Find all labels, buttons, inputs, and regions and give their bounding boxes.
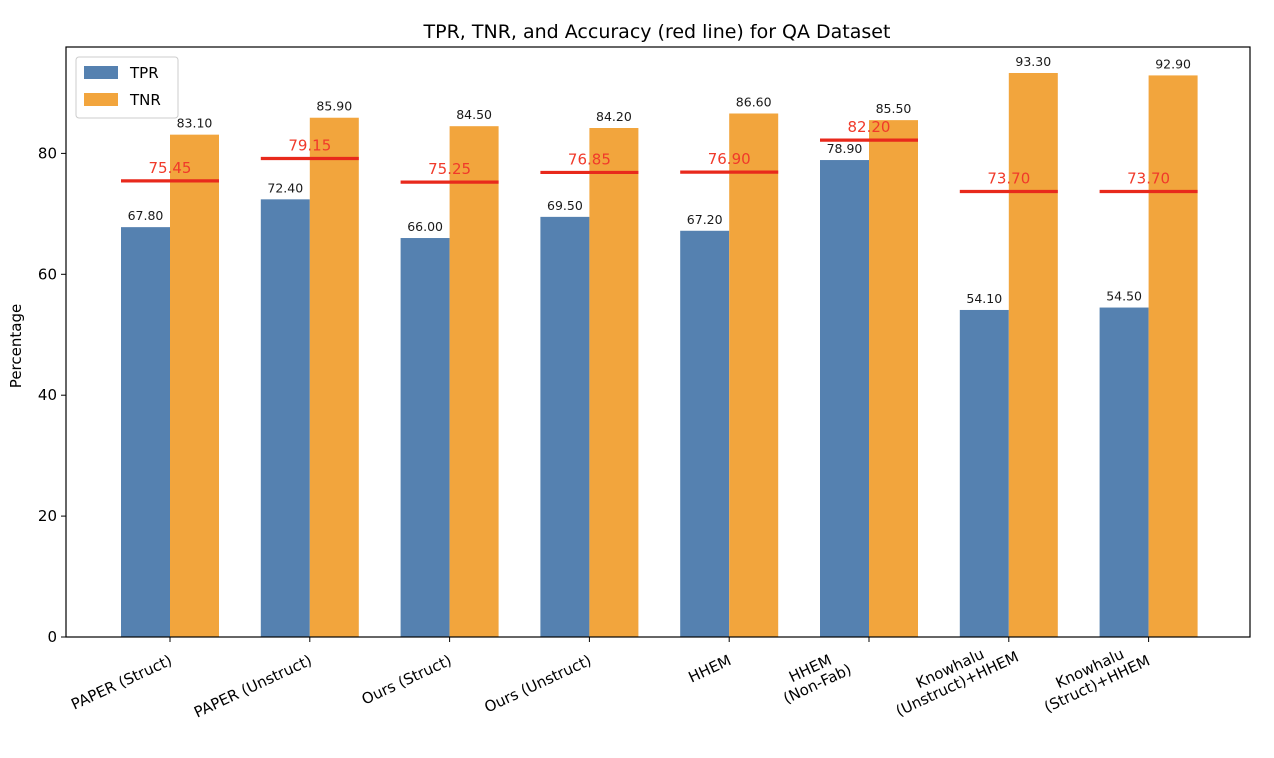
tnr-bar: [1008, 72, 1058, 638]
tpr-bar: [400, 238, 450, 637]
y-tick-label: 40: [38, 386, 57, 404]
tnr-value-label: 84.20: [596, 109, 632, 124]
legend-label: TPR: [129, 64, 159, 82]
tpr-bar: [121, 227, 170, 638]
tnr-value-label: 85.50: [876, 101, 912, 116]
x-tick-label: PAPER (Struct): [68, 651, 174, 713]
tpr-bar: [680, 230, 730, 637]
tpr-value-label: 54.10: [966, 291, 1002, 306]
tnr-value-label: 85.90: [316, 99, 352, 114]
accuracy-value-label: 73.70: [987, 169, 1030, 187]
tpr-value-label: 67.20: [687, 212, 723, 227]
tnr-value-label: 83.10: [177, 116, 213, 131]
tnr-value-label: 86.60: [736, 94, 772, 109]
tnr-value-label: 84.50: [456, 107, 492, 122]
accuracy-value-label: 82.20: [848, 118, 891, 136]
chart-title: TPR, TNR, and Accuracy (red line) for QA…: [423, 21, 891, 43]
tnr-bar: [589, 128, 639, 638]
y-tick-label: 80: [38, 144, 57, 162]
x-tick-label-group: Knowhalu(Unstruct)+HHEM: [893, 645, 1021, 720]
tnr-bar: [1148, 75, 1198, 638]
tpr-value-label: 78.90: [827, 141, 863, 156]
legend-swatch: [84, 66, 118, 79]
x-tick-label-group: Knowhalu(Struct)+HHEM: [1041, 645, 1152, 716]
y-axis: 0 20 40 60 80: [38, 144, 66, 646]
accuracy-value-label: 76.90: [708, 150, 751, 168]
accuracy-value-label: 75.25: [428, 160, 471, 178]
x-tick-label-group: HHEM(Non-Fab): [781, 651, 855, 708]
tpr-bar: [820, 160, 869, 637]
data-labels-layer: 67.80 83.10 75.45 72.40 85.90 79.15 66.00 84.50…: [128, 54, 1191, 306]
tnr-bar: [729, 113, 779, 637]
y-axis-label: Percentage: [7, 304, 25, 388]
tnr-bar: [309, 117, 359, 637]
tnr-bar: [170, 134, 219, 637]
tpr-value-label: 54.50: [1106, 289, 1142, 304]
legend: TPR TNR: [75, 56, 179, 119]
tnr-bar: [449, 126, 499, 637]
accuracy-value-label: 75.45: [149, 159, 192, 177]
accuracy-value-label: 79.15: [288, 137, 331, 155]
x-tick-label: Ours (Struct): [359, 651, 455, 708]
tpr-value-label: 66.00: [407, 219, 443, 234]
accuracy-lines-layer: [121, 138, 1198, 194]
x-tick-label-group: PAPER (Struct): [68, 651, 174, 713]
x-tick-label: HHEM: [686, 651, 734, 686]
tpr-bar: [959, 309, 1009, 637]
y-tick-label: 0: [47, 628, 57, 646]
tpr-bar: [1099, 307, 1149, 637]
bars-layer: [121, 72, 1198, 638]
legend-label: TNR: [129, 91, 161, 109]
accuracy-value-label: 76.85: [568, 150, 611, 168]
x-tick-label: Ours (Unstruct): [482, 651, 595, 716]
x-tick-label-group: Ours (Struct): [359, 651, 455, 708]
x-tick-label-group: HHEM: [686, 651, 734, 686]
tpr-value-label: 69.50: [547, 198, 583, 213]
y-tick-label: 60: [38, 265, 57, 283]
y-tick-label: 20: [38, 507, 57, 525]
x-tick-label-group: Ours (Unstruct): [482, 651, 595, 716]
tpr-bar: [260, 199, 310, 637]
legend-swatch: [84, 93, 118, 106]
tpr-bar: [540, 216, 590, 637]
tnr-bar: [869, 120, 918, 637]
tnr-value-label: 92.90: [1155, 56, 1191, 71]
tnr-value-label: 93.30: [1015, 54, 1051, 69]
tpr-value-label: 72.40: [267, 180, 303, 195]
tpr-value-label: 67.80: [128, 208, 164, 223]
plot-frame: [65, 46, 1251, 638]
x-tick-label-group: PAPER (Unstruct): [191, 651, 314, 721]
x-axis: PAPER (Struct) PAPER (Unstruct) Ours (Stru…: [68, 637, 1153, 721]
accuracy-value-label: 73.70: [1127, 169, 1170, 187]
x-tick-label: PAPER (Unstruct): [191, 651, 314, 721]
